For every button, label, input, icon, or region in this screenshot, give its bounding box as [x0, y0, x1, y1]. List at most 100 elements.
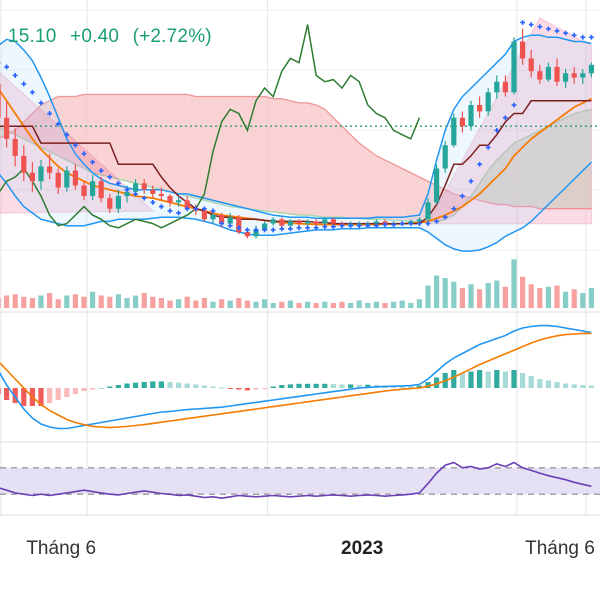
- cloud-segment: [256, 96, 265, 211]
- volume-bar: [253, 301, 259, 308]
- candle: [150, 185, 156, 199]
- psar-marker: [528, 22, 534, 27]
- volume-bar: [485, 283, 491, 308]
- candle: [528, 49, 534, 78]
- cloud-segment: [393, 164, 403, 221]
- macd-histogram-bar: [305, 383, 311, 388]
- volume-bar: [141, 293, 147, 308]
- psar-marker: [98, 168, 104, 174]
- psar-marker: [374, 223, 379, 229]
- macd-histogram-bar: [21, 388, 27, 406]
- psar-marker: [511, 102, 517, 108]
- macd-histogram-bar: [55, 388, 61, 400]
- macd-histogram-bar: [270, 386, 276, 388]
- bollinger-lower: [0, 161, 592, 252]
- volume-bar: [468, 284, 474, 308]
- macd-histogram-bar: [90, 388, 96, 390]
- macd-histogram-bar: [12, 388, 18, 403]
- volume-bar: [210, 301, 216, 308]
- cloud-segment: [299, 102, 308, 216]
- cloud-segment: [539, 126, 549, 209]
- psar-marker: [288, 226, 293, 232]
- candle-body: [47, 166, 53, 173]
- psar-marker: [270, 227, 276, 233]
- candle: [29, 162, 35, 192]
- macd-histogram-bar: [399, 385, 405, 388]
- candle-body: [528, 58, 534, 72]
- candle-body: [520, 41, 526, 59]
- psar-marker: [494, 128, 500, 133]
- psar-marker: [236, 225, 242, 231]
- candle: [434, 164, 440, 205]
- macd-histogram-bar: [253, 388, 259, 390]
- cloud-segment: [195, 96, 205, 201]
- volume-bar: [322, 301, 328, 308]
- volume-bar: [588, 288, 594, 308]
- psar-marker: [313, 225, 319, 231]
- candle: [158, 187, 164, 201]
- psar-marker: [417, 221, 422, 226]
- psar-marker: [12, 72, 18, 78]
- volume-bar: [158, 298, 164, 308]
- macd-histogram-bar: [416, 385, 422, 388]
- volume-bar: [563, 291, 569, 308]
- volume-bar: [580, 293, 586, 308]
- volume-bar: [262, 299, 268, 308]
- macd-histogram-bar: [4, 388, 10, 400]
- candle: [115, 189, 121, 213]
- volume-bar: [150, 296, 156, 308]
- psar-marker: [460, 193, 465, 199]
- volume-bar: [64, 295, 70, 308]
- volume-bar: [339, 301, 345, 308]
- cloud-segment: [135, 94, 145, 186]
- psar-marker: [202, 206, 207, 212]
- candle-body: [287, 221, 293, 226]
- volume-bar: [511, 259, 517, 308]
- psar-marker: [55, 121, 61, 127]
- price-header: 15.10 +0.40 (+2.72%): [8, 26, 220, 48]
- candle-body: [313, 221, 319, 224]
- candle: [580, 69, 586, 84]
- macd-histogram-bar: [287, 384, 293, 388]
- psar-marker: [468, 178, 474, 184]
- candle: [64, 166, 70, 192]
- psar-marker: [219, 221, 224, 226]
- macd-histogram-bar: [236, 388, 242, 390]
- cloud-segment: [230, 96, 239, 208]
- candle-body: [201, 210, 207, 220]
- candle-body: [434, 168, 440, 203]
- rsi-band: [0, 467, 600, 495]
- volume-bar: [520, 276, 526, 308]
- macd-histogram-bar: [184, 383, 190, 388]
- candle-body: [468, 105, 474, 127]
- candle: [494, 75, 500, 99]
- candle: [588, 62, 594, 78]
- macd-histogram-bar: [537, 379, 543, 388]
- volume-bar: [425, 285, 431, 308]
- cloud-segment: [402, 168, 411, 222]
- macd-histogram-bar: [520, 373, 526, 388]
- candle: [511, 37, 517, 95]
- psar-marker: [73, 142, 78, 148]
- candle: [313, 219, 319, 226]
- psar-marker: [47, 111, 52, 116]
- psar-marker: [442, 214, 448, 220]
- psar-marker: [485, 144, 491, 150]
- candle-body: [141, 183, 147, 190]
- volume-bar: [356, 300, 362, 308]
- volume-bar: [571, 289, 577, 308]
- candle-body: [459, 117, 465, 127]
- macd-histogram-bar: [47, 388, 53, 403]
- candle-body: [554, 66, 560, 82]
- macd-histogram-bar: [554, 382, 560, 388]
- candle-body: [64, 170, 70, 188]
- cloud-segment: [178, 94, 188, 197]
- candle-body: [176, 200, 182, 203]
- candle: [485, 88, 491, 116]
- volume-bar: [279, 301, 285, 308]
- psar-marker: [150, 199, 156, 205]
- volume-bar: [313, 303, 319, 308]
- candle-body: [262, 223, 268, 230]
- volume-bar: [38, 295, 44, 308]
